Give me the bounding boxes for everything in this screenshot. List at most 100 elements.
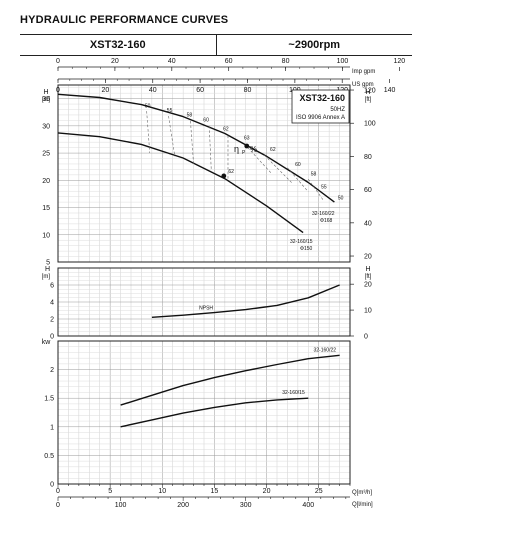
model-header-table: XST32-160 ~2900rpm [20, 34, 412, 56]
power-y-tick-label: 1.5 [44, 396, 54, 403]
q-lmin-tick-label: 300 [240, 502, 252, 509]
npsh-y-tick-label: 6 [50, 283, 54, 290]
npsh-m-unit: [m] [42, 274, 51, 280]
power-curve-32-160-22 [120, 354, 340, 406]
npsh-curve-label: NPSH [199, 306, 213, 312]
curve-sub-label-15: Φ150 [300, 246, 313, 252]
q-lmin-tick-label: 400 [302, 502, 314, 509]
head-y-tick-label: 20 [42, 178, 50, 185]
us-gpm-axis-label: US gpm [352, 82, 374, 88]
iso-efficiency-line [247, 147, 273, 174]
head-ft-tick-label: 60 [364, 187, 372, 194]
q-m3h-tick-label: 5 [108, 488, 112, 495]
efficiency-label: 60 [295, 162, 301, 168]
efficiency-label: 63 [244, 135, 250, 141]
head-m-unit: [m] [42, 97, 51, 103]
panel-frame-npsh [57, 267, 351, 337]
us-gpm-tick-label: 0 [56, 87, 60, 94]
imp-gpm-tick-label: 60 [225, 58, 233, 65]
head-y-tick-label: 35 [42, 96, 50, 103]
imp-gpm-tick-label: 20 [111, 58, 119, 65]
head-ft-tick-label: 80 [364, 154, 372, 161]
imp-gpm-tick-label: 120 [394, 58, 406, 65]
head-ft-tick-label: 20 [364, 254, 372, 261]
efficiency-label: 58 [187, 113, 193, 119]
head-ft-tick-label: 100 [364, 121, 376, 128]
iso-efficiency-line [168, 115, 176, 157]
eta-symbol: η [234, 144, 239, 154]
head-y-tick-label: 10 [42, 232, 50, 239]
iso-efficiency-line [190, 120, 194, 164]
curve-label-15: 32-160/15 [290, 239, 313, 245]
us-gpm-tick-label: 40 [149, 87, 157, 94]
eta-subscript: P [242, 150, 246, 156]
imp-gpm-tick-label: 80 [282, 58, 290, 65]
head-ft-tick-label: 120 [364, 88, 376, 95]
panel-frame-head [57, 84, 351, 263]
power-curve-label-22: 32-160/22 [314, 347, 337, 353]
npsh-y-tick-label: 2 [50, 317, 54, 324]
power-y-tick-label: 0.5 [44, 453, 54, 460]
efficiency-label: 50 [338, 195, 344, 201]
speed-cell: ~2900rpm [215, 35, 413, 55]
imp-gpm-axis-label: Imp gpm [352, 69, 375, 75]
q-lmin-tick-label: 200 [177, 502, 189, 509]
npsh-ft-tick-label: 10 [364, 308, 372, 315]
npsh-ft-unit: [ft] [365, 274, 372, 280]
imp-gpm-tick-label: 100 [337, 58, 349, 65]
head-curve-32-160-22 [57, 93, 335, 203]
iso-efficiency-line [287, 167, 309, 192]
power-kw-label: kw [42, 339, 52, 346]
bep-marker-15 [221, 173, 227, 179]
head-h-letter: H [43, 89, 48, 96]
imp-gpm-tick-label: 0 [56, 58, 60, 65]
us-gpm-tick-label: 140 [384, 87, 396, 94]
efficiency-label: 55 [167, 108, 173, 114]
bep-marker-22 [244, 143, 250, 149]
npsh-h-letter-right: H [365, 266, 370, 273]
q-lmin-axis-label: Q[l/min] [352, 502, 373, 508]
q-m3h-tick-label: 15 [211, 488, 219, 495]
q-m3h-tick-label: 0 [56, 488, 60, 495]
iso-efficiency-lines [146, 111, 325, 202]
npsh-h-letter: H [45, 266, 50, 273]
efficiency-label: 60 [203, 117, 209, 123]
grid-lines [57, 85, 351, 485]
q-lmin-zero-label: 0 [56, 502, 60, 509]
iso-efficiency-line [264, 155, 293, 184]
npsh-y-tick-label: 0 [50, 334, 54, 341]
curve-sub-label-22: Φ168 [320, 218, 333, 224]
q-m3h-tick-label: 25 [315, 488, 323, 495]
npsh-curve [151, 284, 340, 318]
q-m3h-tick-label: 20 [263, 488, 271, 495]
power-y-tick-label: 1 [50, 424, 54, 431]
efficiency-label: 55 [321, 184, 327, 190]
head-h-letter-right: H [365, 89, 370, 96]
q-m3h-axis-label: Q[m³/h] [352, 490, 372, 496]
power-y-tick-label: 2 [50, 367, 54, 374]
imp-gpm-tick-label: 40 [168, 58, 176, 65]
head-ft-unit: [ft] [365, 97, 372, 103]
head-ft-tick-label: 40 [364, 220, 372, 227]
npsh-y-tick-label: 4 [50, 300, 54, 307]
eta-unit: % [250, 145, 257, 154]
efficiency-label: 58 [311, 171, 317, 177]
curve-label-22: 32-160/22 [312, 211, 335, 217]
efficiency-label: 62 [223, 127, 229, 133]
power-y-tick-label: 0 [50, 482, 54, 489]
q-lmin-tick-label: 100 [115, 502, 127, 509]
efficiency-label: 62 [228, 169, 234, 175]
npsh-ft-tick-label: 0 [364, 334, 368, 341]
info-freq: 50HZ [330, 107, 345, 113]
head-y-tick-label: 30 [42, 123, 50, 130]
q-m3h-tick-label: 10 [158, 488, 166, 495]
us-gpm-tick-label: 60 [196, 87, 204, 94]
us-gpm-tick-label: 80 [244, 87, 252, 94]
model-cell: XST32-160 [89, 39, 146, 51]
head-y-tick-label: 15 [42, 205, 50, 212]
efficiency-label: 62 [270, 147, 276, 153]
iso-efficiency-line [208, 125, 212, 171]
info-box [291, 89, 350, 124]
efficiency-label: 50 [145, 103, 151, 109]
